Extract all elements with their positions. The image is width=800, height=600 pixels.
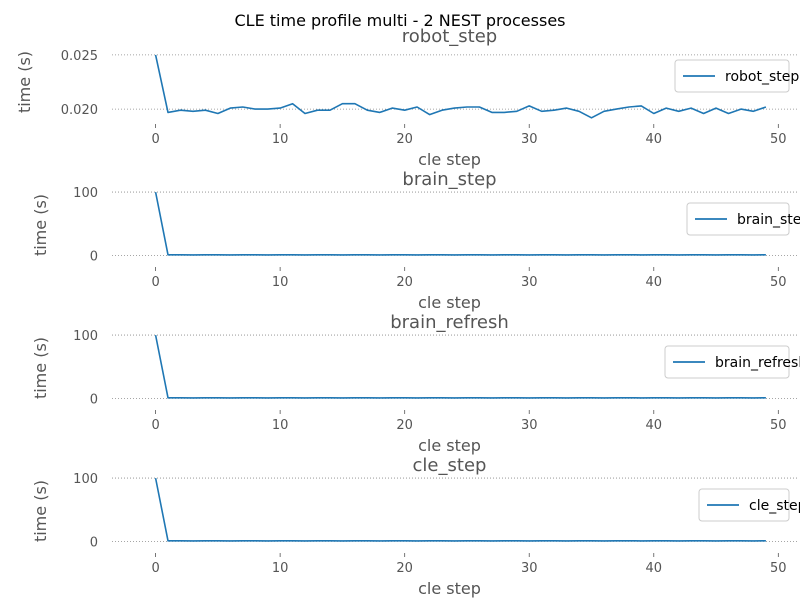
- y-tick-label: 100: [73, 186, 98, 201]
- legend-label: robot_step: [725, 69, 799, 85]
- y-axis-label: time (s): [31, 480, 50, 542]
- x-tick-label: 20: [396, 561, 413, 576]
- x-tick-label: 10: [272, 132, 289, 147]
- x-tick-label: 50: [770, 418, 787, 433]
- x-tick-label: 30: [521, 275, 538, 290]
- x-axis-label: cle step: [418, 579, 481, 598]
- legend-label: brain_step: [737, 212, 800, 228]
- x-axis-label: cle step: [418, 150, 481, 169]
- figure-title: CLE time profile multi - 2 NEST processe…: [235, 11, 566, 30]
- legend: robot_step: [674, 59, 799, 93]
- legend-box: [686, 202, 790, 236]
- x-tick-label: 40: [645, 275, 662, 290]
- x-tick-label: 0: [151, 132, 159, 147]
- x-axis-label: cle step: [418, 293, 481, 312]
- subplot-brain-refresh: brain_refresh 0 100 0 10 20 30 40 50 cle step time…: [31, 312, 800, 455]
- x-tick-label: 30: [521, 561, 538, 576]
- subplot-panels: robot_step 0.020 0.025 0 10 20 30 40 50 cle step t…: [15, 26, 800, 598]
- y-tick-label: 0: [90, 249, 98, 264]
- y-tick-label: 0.020: [61, 103, 98, 118]
- x-tick-label: 10: [272, 275, 289, 290]
- x-tick-label: 50: [770, 132, 787, 147]
- x-tick-label: 30: [521, 418, 538, 433]
- y-axis-label: time (s): [31, 337, 50, 399]
- x-axis-label: cle step: [418, 436, 481, 455]
- legend-box: [664, 345, 790, 379]
- subplot-brain-step: brain_step 0 100 0 10 20 30 40 50 cle step time (s…: [31, 169, 800, 312]
- x-tick-label: 0: [151, 561, 159, 576]
- legend-label: brain_refresh: [715, 355, 800, 371]
- subplot-cle-step: cle_step 0 100 0 10 20 30 40 50 cle step time (s) c…: [31, 455, 800, 598]
- x-tick-label: 40: [645, 132, 662, 147]
- y-axis-label: time (s): [31, 194, 50, 256]
- x-tick-label: 10: [272, 561, 289, 576]
- x-tick-label: 10: [272, 418, 289, 433]
- y-tick-label: 0: [90, 392, 98, 407]
- subplot-title: cle_step: [413, 455, 487, 476]
- x-tick-label: 50: [770, 275, 787, 290]
- subplot-title: brain_refresh: [390, 312, 509, 333]
- y-tick-label: 100: [73, 472, 98, 487]
- y-axis-label: time (s): [15, 51, 34, 113]
- y-tick-label: 100: [73, 329, 98, 344]
- legend-box: [698, 488, 790, 522]
- x-tick-label: 0: [151, 275, 159, 290]
- x-tick-label: 20: [396, 418, 413, 433]
- legend-label: cle_step: [749, 498, 800, 514]
- x-tick-label: 20: [396, 275, 413, 290]
- subplot-robot-step: robot_step 0.020 0.025 0 10 20 30 40 50 cle step t…: [15, 26, 799, 169]
- y-tick-label: 0.025: [61, 49, 98, 64]
- legend: brain_step: [686, 202, 800, 236]
- series-line-cle-step: [154, 477, 766, 542]
- subplot-title: brain_step: [402, 169, 496, 190]
- series-line-robot-step: [154, 54, 767, 119]
- series-line-brain-refresh: [154, 334, 766, 399]
- x-tick-label: 20: [396, 132, 413, 147]
- x-tick-label: 40: [645, 561, 662, 576]
- y-tick-label: 0: [90, 535, 98, 550]
- x-tick-label: 30: [521, 132, 538, 147]
- legend: cle_step: [698, 488, 800, 522]
- subplot-title: robot_step: [402, 26, 497, 47]
- series-line-brain-step: [154, 191, 766, 256]
- legend: brain_refresh: [664, 345, 800, 379]
- legend-box: [674, 59, 790, 93]
- x-tick-label: 0: [151, 418, 159, 433]
- x-tick-label: 50: [770, 561, 787, 576]
- x-tick-label: 40: [645, 418, 662, 433]
